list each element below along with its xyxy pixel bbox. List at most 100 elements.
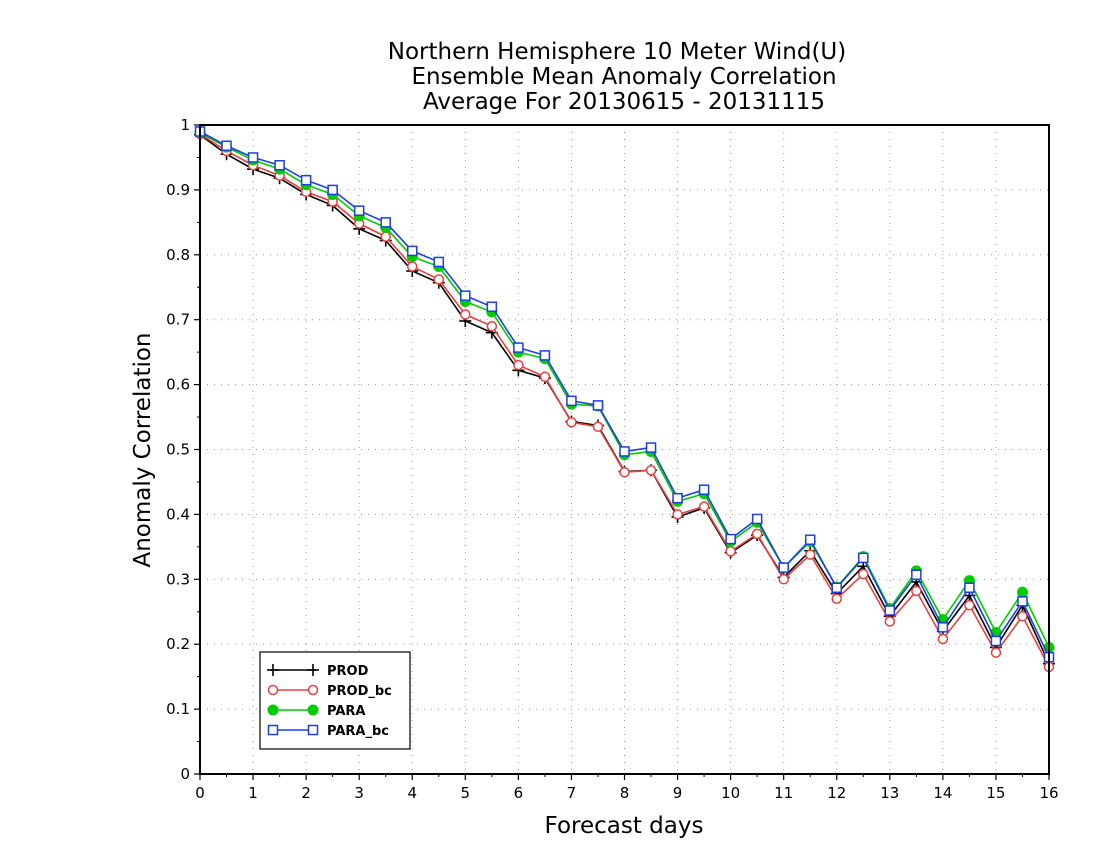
x-tick-label: 3 [354, 784, 364, 802]
x-tick-label: 2 [301, 784, 311, 802]
data-point [778, 562, 789, 573]
grid [200, 125, 1049, 774]
title-line-1: Northern Hemisphere 10 Meter Wind(U) [388, 39, 846, 65]
legend: PROD PROD_bc PARA PARA_bc [259, 651, 411, 750]
data-point [267, 664, 279, 676]
x-axis-label: Forecast days [545, 813, 704, 839]
data-point [307, 704, 319, 716]
legend-item-prod: PROD [267, 664, 369, 679]
x-tick-label: 7 [567, 784, 577, 802]
title-line-3: Average For 20130615 - 20131115 [423, 89, 825, 115]
data-point [460, 309, 471, 320]
data-point [725, 533, 736, 545]
title-line-2: Ensemble Mean Anomaly Correlation [411, 64, 836, 90]
data-point [778, 574, 789, 585]
x-tick-label: 8 [620, 784, 630, 802]
y-tick-label: 0.2 [166, 635, 190, 653]
y-tick-label: 0.8 [166, 246, 190, 264]
data-point [964, 582, 975, 593]
data-point [460, 290, 471, 301]
x-tick-label: 10 [721, 784, 740, 802]
series-prod-bc [194, 128, 1055, 673]
data-point [486, 320, 498, 332]
data-point [751, 513, 763, 525]
legend-item-prod-bc: PROD_bc [267, 684, 392, 699]
data-point [1016, 586, 1028, 598]
x-tick-label: 6 [514, 784, 524, 802]
data-point [964, 600, 975, 611]
data-point [380, 217, 391, 228]
data-point [884, 605, 896, 616]
data-point [539, 350, 551, 361]
y-tick-label: 0.1 [166, 700, 190, 718]
x-tick-label: 1 [248, 784, 258, 802]
data-point [858, 568, 869, 580]
data-point [1017, 611, 1028, 622]
data-point [353, 205, 365, 216]
data-point [267, 724, 279, 736]
data-point [804, 549, 816, 560]
data-point [566, 395, 577, 407]
legend-items: PROD PROD_bc PARA PARA_bc [267, 664, 392, 739]
data-point [274, 159, 285, 171]
x-tick-label: 14 [933, 784, 952, 802]
data-point [513, 359, 524, 371]
data-point [307, 664, 319, 676]
data-point [911, 585, 922, 597]
data-point [221, 140, 232, 152]
y-tick-label: 0.9 [166, 181, 190, 199]
legend-item-para: PARA [267, 704, 365, 719]
plot-frame [199, 124, 1050, 775]
data-point [645, 465, 657, 476]
data-point [990, 647, 1002, 658]
data-point [327, 184, 338, 196]
data-point [645, 442, 657, 453]
data-point [619, 446, 630, 457]
legend-label: PARA [327, 704, 365, 719]
data-point [592, 400, 604, 411]
data-point [247, 152, 259, 163]
y-tick-label: 0.4 [166, 505, 190, 523]
axis-ticks: 0 1 2 3 4 5 6 7 8 9 10 11 12 13 14 15 1600.10.20.30.40.5… [166, 116, 1058, 802]
x-tick-label: 11 [774, 784, 793, 802]
data-point [486, 301, 498, 312]
data-point [513, 342, 524, 353]
data-point [592, 421, 604, 433]
x-tick-label: 12 [827, 784, 846, 802]
data-point [380, 231, 391, 242]
data-point [1017, 596, 1028, 607]
legend-label: PROD [327, 664, 369, 679]
y-axis-label: Anomaly Correlation [130, 332, 156, 567]
data-point [831, 593, 842, 605]
x-tick-label: 4 [407, 784, 417, 802]
data-point [407, 245, 418, 257]
x-tick-label: 0 [195, 784, 205, 802]
data-point [539, 371, 551, 383]
data-point [804, 534, 816, 545]
y-tick-label: 0.5 [166, 441, 190, 459]
chart-title: Northern Hemisphere 10 Meter Wind(U) Ens… [388, 39, 846, 115]
data-point [672, 492, 683, 504]
data-point [407, 261, 418, 272]
x-tick-label: 9 [673, 784, 683, 802]
data-point [672, 509, 683, 520]
data-point [937, 633, 949, 645]
x-tick-label: 16 [1039, 784, 1058, 802]
legend-item-para-bc: PARA_bc [267, 724, 389, 739]
x-tick-label: 13 [880, 784, 899, 802]
data-point [307, 684, 319, 696]
data-point [300, 174, 312, 186]
y-tick-label: 1 [180, 116, 190, 134]
legend-label: PARA_bc [327, 724, 389, 739]
data-point [831, 582, 842, 593]
data-point [937, 622, 949, 633]
x-tick-label: 5 [461, 784, 471, 802]
series-para-bc [194, 126, 1055, 663]
legend-box [259, 651, 411, 750]
data-series [194, 126, 1055, 673]
data-point [433, 256, 445, 268]
data-point [751, 528, 763, 540]
data-point [267, 704, 279, 716]
